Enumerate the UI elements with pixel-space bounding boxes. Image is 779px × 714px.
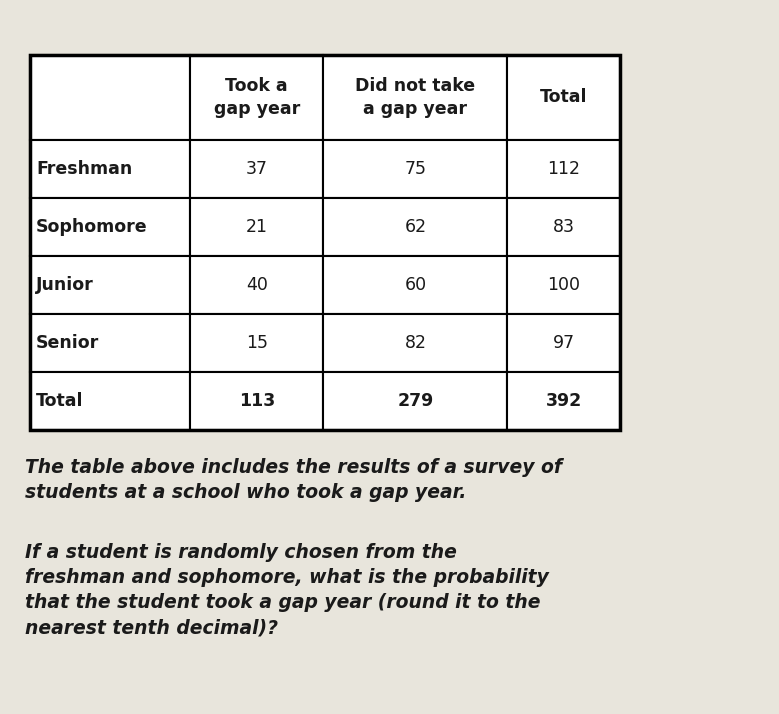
- Text: Sophomore: Sophomore: [36, 218, 148, 236]
- Text: 21: 21: [246, 218, 268, 236]
- Text: 40: 40: [246, 276, 268, 294]
- Bar: [323, 55, 507, 140]
- Text: Took a
gap year: Took a gap year: [213, 77, 300, 118]
- Bar: [507, 55, 620, 140]
- Text: 113: 113: [238, 392, 275, 410]
- Bar: [30, 140, 190, 198]
- Text: 82: 82: [404, 334, 426, 352]
- Bar: [323, 314, 507, 372]
- Text: Total: Total: [36, 392, 83, 410]
- Bar: [190, 256, 323, 314]
- Bar: [30, 256, 190, 314]
- Text: Senior: Senior: [36, 334, 99, 352]
- Text: If a student is randomly chosen from the
freshman and sophomore, what is the pro: If a student is randomly chosen from the…: [25, 543, 549, 637]
- Text: 279: 279: [397, 392, 433, 410]
- Bar: [190, 55, 323, 140]
- Text: 60: 60: [404, 276, 426, 294]
- Bar: [507, 140, 620, 198]
- Bar: [30, 314, 190, 372]
- Bar: [507, 372, 620, 430]
- Bar: [190, 314, 323, 372]
- Text: 97: 97: [552, 334, 575, 352]
- Text: Junior: Junior: [36, 276, 93, 294]
- Text: 62: 62: [404, 218, 426, 236]
- Bar: [507, 256, 620, 314]
- Text: The table above includes the results of a survey of
students at a school who too: The table above includes the results of …: [25, 458, 562, 502]
- Bar: [323, 140, 507, 198]
- Text: Total: Total: [540, 89, 587, 106]
- Bar: [323, 372, 507, 430]
- Text: 112: 112: [547, 160, 580, 178]
- Bar: [30, 55, 190, 140]
- Bar: [190, 372, 323, 430]
- Bar: [323, 198, 507, 256]
- Bar: [190, 198, 323, 256]
- Text: 392: 392: [545, 392, 582, 410]
- Bar: [30, 198, 190, 256]
- Bar: [323, 256, 507, 314]
- Text: 15: 15: [246, 334, 268, 352]
- Bar: [507, 314, 620, 372]
- Bar: [30, 372, 190, 430]
- Bar: [190, 140, 323, 198]
- Text: 83: 83: [553, 218, 575, 236]
- Text: 100: 100: [547, 276, 580, 294]
- Text: 37: 37: [246, 160, 268, 178]
- Text: 75: 75: [404, 160, 426, 178]
- Bar: [30, 55, 620, 430]
- Bar: [507, 198, 620, 256]
- Text: Freshman: Freshman: [36, 160, 132, 178]
- Text: Did not take
a gap year: Did not take a gap year: [355, 77, 475, 118]
